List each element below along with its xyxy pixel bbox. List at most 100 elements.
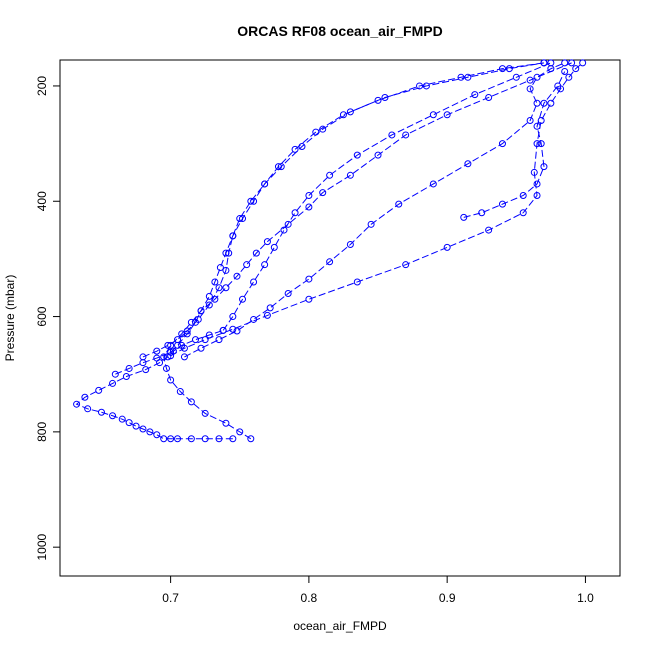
series-line	[184, 62, 565, 358]
data-point	[540, 59, 548, 67]
data-point	[305, 203, 313, 211]
data-point	[266, 304, 274, 312]
series-layer	[73, 59, 587, 443]
data-point	[222, 266, 230, 274]
data-point	[284, 289, 292, 297]
data-point	[229, 313, 237, 321]
data-point	[533, 73, 541, 81]
data-point	[395, 200, 403, 208]
data-point	[187, 435, 195, 443]
data-point	[192, 336, 200, 344]
data-point	[416, 82, 424, 90]
data-point	[305, 191, 313, 199]
x-tick-label: 1.0	[577, 591, 594, 605]
data-point	[180, 353, 188, 361]
data-point	[236, 428, 244, 436]
data-point	[122, 373, 130, 381]
data-point	[402, 131, 410, 139]
data-point	[464, 73, 472, 81]
data-point	[211, 278, 219, 286]
series-line	[463, 71, 566, 218]
data-point	[326, 171, 334, 179]
data-point	[146, 428, 154, 436]
data-point	[243, 261, 251, 269]
data-point	[533, 191, 541, 199]
data-point	[326, 258, 334, 266]
data-point	[284, 220, 292, 228]
data-point	[187, 398, 195, 406]
data-point	[530, 168, 538, 176]
data-point	[402, 261, 410, 269]
data-point	[422, 82, 430, 90]
data-point	[526, 117, 534, 125]
data-point	[572, 65, 580, 73]
data-point	[261, 261, 269, 269]
data-point	[471, 91, 479, 99]
data-point	[498, 140, 506, 148]
data-point	[239, 295, 247, 303]
x-tick-label: 0.8	[301, 591, 318, 605]
data-point	[367, 220, 375, 228]
data-point	[162, 364, 170, 372]
data-point	[505, 65, 513, 73]
data-point	[153, 347, 161, 355]
x-axis: 0.7 0.8 0.9 1.0	[162, 576, 594, 605]
data-point	[197, 307, 205, 315]
data-point	[561, 59, 569, 67]
data-point	[174, 435, 182, 443]
data-point	[236, 215, 244, 223]
series-line	[142, 62, 545, 358]
data-point	[225, 249, 233, 257]
data-point	[215, 336, 223, 344]
data-point	[167, 435, 175, 443]
data-point	[537, 117, 545, 125]
data-point	[498, 65, 506, 73]
data-point	[319, 125, 327, 133]
data-point	[194, 315, 202, 323]
data-point	[381, 93, 389, 101]
y-tick-label: 400	[35, 191, 49, 211]
data-point	[547, 59, 555, 67]
data-point	[222, 284, 230, 292]
y-tick-label: 1000	[35, 534, 49, 561]
data-point	[374, 96, 382, 104]
data-point	[164, 341, 172, 349]
data-point	[537, 140, 545, 148]
y-tick-label: 200	[35, 76, 49, 96]
chart-title: ORCAS RF08 ocean_air_FMPD	[237, 23, 442, 39]
data-point	[229, 325, 237, 333]
data-point	[211, 295, 219, 303]
data-point	[201, 409, 209, 417]
data-point	[319, 189, 327, 197]
data-point	[568, 59, 576, 67]
data-point	[153, 431, 161, 439]
data-point	[174, 336, 182, 344]
data-point	[167, 376, 175, 384]
data-point	[547, 99, 555, 107]
data-point	[485, 93, 493, 101]
data-point	[554, 82, 562, 90]
data-point	[346, 240, 354, 248]
data-point	[540, 163, 548, 171]
data-point	[353, 278, 361, 286]
data-point	[565, 73, 573, 81]
series-line	[115, 62, 545, 375]
data-point	[153, 354, 161, 362]
data-point	[167, 352, 175, 360]
data-point	[139, 353, 147, 361]
data-point	[533, 180, 541, 188]
series-line	[222, 62, 552, 331]
data-point	[519, 191, 527, 199]
data-point	[540, 99, 548, 107]
y-tick-label: 800	[35, 422, 49, 442]
data-point	[519, 209, 527, 217]
data-point	[270, 243, 278, 251]
data-point	[247, 197, 255, 205]
data-point	[457, 73, 465, 81]
data-point	[526, 85, 534, 93]
data-point	[160, 435, 168, 443]
data-point	[81, 393, 89, 401]
data-point	[222, 419, 230, 427]
data-point	[291, 145, 299, 153]
